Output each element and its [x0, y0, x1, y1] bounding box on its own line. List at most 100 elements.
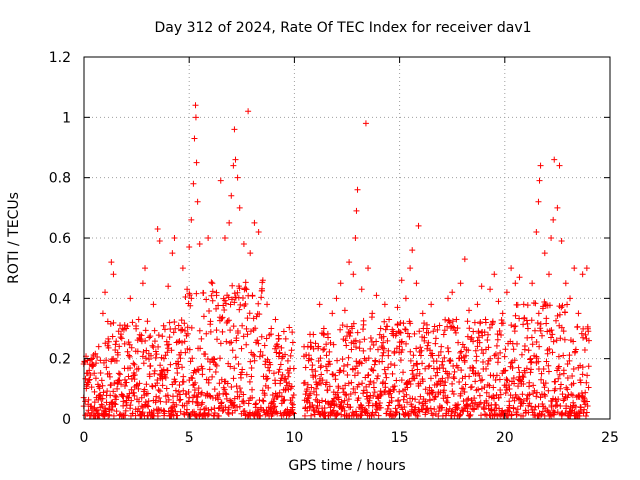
data-point — [194, 366, 201, 373]
data-point — [213, 292, 220, 299]
data-point — [431, 406, 438, 413]
data-point — [553, 337, 560, 344]
data-point — [171, 318, 178, 325]
data-point — [205, 410, 212, 417]
data-point — [164, 349, 171, 356]
data-point — [186, 291, 193, 298]
data-point — [558, 324, 565, 331]
data-point — [572, 346, 579, 353]
data-point — [265, 384, 272, 391]
data-point — [545, 387, 552, 394]
data-point — [149, 383, 156, 390]
data-point — [230, 375, 237, 382]
data-point — [515, 395, 522, 402]
data-point — [302, 364, 309, 371]
data-point — [168, 347, 175, 354]
data-point — [320, 331, 327, 338]
data-point — [86, 376, 93, 383]
data-point — [135, 316, 142, 323]
data-point — [286, 370, 293, 377]
data-point — [200, 313, 207, 320]
data-point — [241, 407, 248, 414]
data-point — [384, 323, 391, 330]
data-point — [496, 327, 503, 334]
data-point — [363, 383, 370, 390]
data-point — [227, 363, 234, 370]
data-point — [184, 324, 191, 331]
data-point — [102, 289, 109, 296]
data-point — [229, 282, 236, 289]
data-point — [110, 319, 117, 326]
data-point — [427, 405, 434, 412]
data-point — [140, 348, 147, 355]
data-point — [504, 377, 511, 384]
data-point — [450, 373, 457, 380]
data-point — [471, 395, 478, 402]
data-point — [219, 328, 226, 335]
data-point — [457, 390, 464, 397]
data-point — [326, 348, 333, 355]
data-point — [91, 399, 98, 406]
data-point — [459, 341, 466, 348]
data-point — [429, 412, 436, 419]
data-point — [352, 337, 359, 344]
data-point — [476, 392, 483, 399]
data-point — [360, 347, 367, 354]
data-point — [103, 364, 110, 371]
data-point — [437, 348, 444, 355]
data-point — [289, 394, 296, 401]
data-point — [375, 412, 382, 419]
data-point — [332, 376, 339, 383]
data-point — [398, 339, 405, 346]
data-point — [346, 259, 353, 266]
data-point — [460, 385, 467, 392]
data-point — [177, 391, 184, 398]
data-point — [253, 400, 260, 407]
data-point — [458, 348, 465, 355]
data-point — [516, 315, 523, 322]
data-point — [230, 162, 237, 169]
data-point — [344, 372, 351, 379]
data-point — [466, 325, 473, 332]
data-point — [242, 279, 249, 286]
data-point — [531, 327, 538, 334]
data-point — [500, 320, 507, 327]
data-point — [151, 338, 158, 345]
data-point — [474, 301, 481, 308]
data-point — [555, 353, 562, 360]
data-point — [335, 394, 342, 401]
data-point — [310, 388, 317, 395]
data-point — [475, 328, 482, 335]
data-point — [483, 389, 490, 396]
data-point — [562, 280, 569, 287]
data-point — [367, 335, 374, 342]
data-point — [191, 386, 198, 393]
data-point — [309, 402, 316, 409]
data-point — [219, 407, 226, 414]
data-point — [391, 362, 398, 369]
data-point — [381, 301, 388, 308]
data-point — [320, 325, 327, 332]
data-point — [458, 367, 465, 374]
data-point — [514, 301, 521, 308]
data-point — [115, 370, 122, 377]
data-point — [92, 375, 99, 382]
data-point — [496, 376, 503, 383]
data-point — [352, 389, 359, 396]
data-point — [135, 385, 142, 392]
data-point — [307, 339, 314, 346]
data-point — [204, 412, 211, 419]
data-point — [196, 327, 203, 334]
data-point — [485, 344, 492, 351]
data-point — [129, 410, 136, 417]
data-point — [232, 156, 239, 163]
data-point — [488, 406, 495, 413]
data-point — [409, 371, 416, 378]
data-point — [382, 384, 389, 391]
data-point — [570, 399, 577, 406]
data-point — [524, 325, 531, 332]
data-point — [342, 337, 349, 344]
data-point — [530, 382, 537, 389]
data-point — [91, 370, 98, 377]
data-point — [145, 403, 152, 410]
